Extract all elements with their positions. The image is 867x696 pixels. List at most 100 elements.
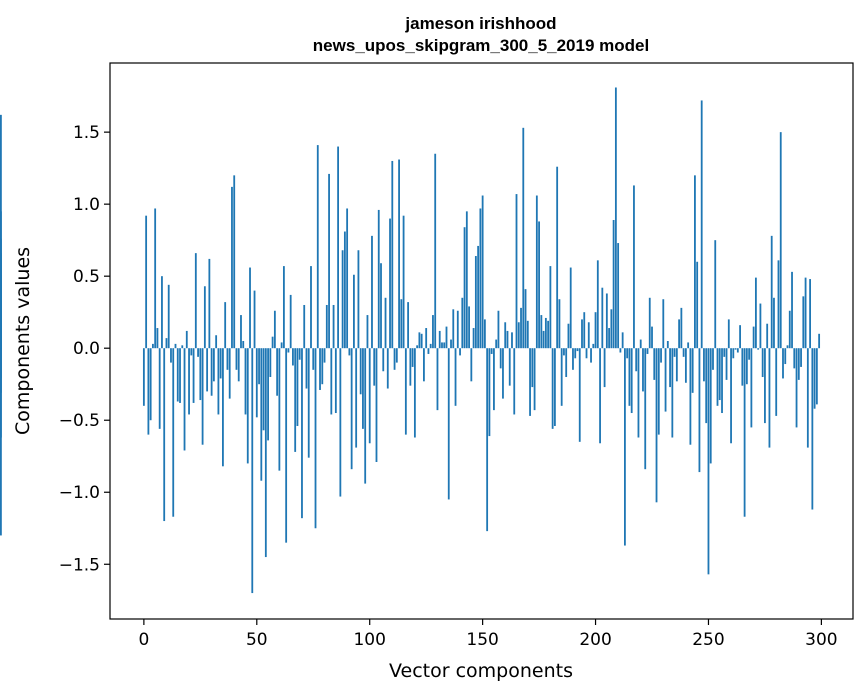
bar-211	[619, 348, 622, 353]
bar-179	[547, 320, 550, 349]
bar-170	[526, 320, 529, 349]
bar-5	[154, 208, 157, 349]
bar-2	[147, 348, 150, 435]
bar-257	[723, 348, 726, 357]
bar-23	[194, 253, 197, 349]
x-tick-label: 300	[805, 630, 837, 650]
bar-14	[174, 343, 177, 349]
bar-159	[502, 348, 504, 399]
bar-122	[418, 332, 421, 349]
bar-0	[142, 348, 145, 406]
bar-181	[551, 348, 554, 429]
bar-84	[332, 304, 335, 349]
bar-209	[614, 87, 617, 349]
bar-6	[156, 328, 159, 349]
bar-13	[172, 348, 175, 517]
bar-70	[301, 348, 303, 519]
bar-105	[380, 263, 382, 349]
bar-129	[434, 153, 437, 349]
bar-250	[707, 348, 710, 575]
bar-216	[630, 348, 633, 414]
bar-109	[389, 218, 391, 349]
bar-101	[371, 235, 373, 349]
bar-16	[179, 348, 181, 403]
bar-245	[696, 261, 699, 349]
bar-89	[343, 231, 346, 349]
bar-272	[757, 348, 760, 350]
bar-221	[642, 348, 644, 392]
bar-77	[316, 145, 319, 349]
bar-253	[714, 240, 717, 349]
bar-145	[470, 348, 473, 382]
bar-177	[542, 330, 545, 349]
bar-289	[795, 348, 798, 428]
bar-147	[474, 256, 477, 349]
bar-7	[158, 348, 161, 429]
bar-111	[393, 348, 396, 370]
bar-196	[585, 348, 588, 359]
bar-210	[617, 243, 620, 349]
x-axis: 0 50 100 150 200 250 300	[138, 619, 838, 650]
bar-64	[287, 348, 290, 353]
bar-12	[170, 348, 172, 363]
bar-266	[743, 348, 746, 517]
bar-172	[531, 348, 534, 388]
bar-38	[228, 348, 231, 399]
bar-270	[752, 326, 755, 349]
bar-74	[310, 266, 312, 349]
bar-130	[436, 348, 439, 411]
bar-136	[450, 339, 452, 349]
bar-162	[508, 348, 511, 386]
bar-231	[664, 348, 667, 412]
bar-166	[517, 322, 520, 349]
bar-24	[197, 348, 199, 357]
bar-15	[176, 348, 179, 402]
bar-283	[782, 348, 784, 379]
bar-244	[694, 175, 696, 349]
bar-45	[244, 348, 247, 415]
y-axis-label: Components values	[12, 247, 34, 435]
bar-49	[253, 290, 256, 349]
bar-243	[691, 348, 694, 393]
bar-121	[416, 345, 419, 349]
bar-90	[346, 208, 349, 349]
bar-98	[364, 348, 367, 484]
bar-167	[520, 307, 522, 349]
bar-56	[269, 348, 272, 378]
bar-284	[784, 348, 787, 365]
bar-110	[391, 160, 394, 349]
bar-143	[465, 211, 468, 349]
bar-292	[802, 296, 805, 349]
bar-225	[651, 326, 653, 349]
bar-201	[596, 260, 599, 349]
bar-187	[565, 348, 568, 378]
bar-106	[382, 348, 385, 372]
bar-152	[486, 348, 489, 532]
bar-132	[441, 342, 443, 349]
bar-83	[330, 348, 333, 415]
bar-59	[276, 348, 279, 396]
bar-232	[666, 341, 669, 349]
bar-44	[242, 341, 245, 349]
bar-137	[452, 309, 455, 349]
bar-212	[621, 332, 624, 349]
bar-82	[328, 173, 330, 349]
bar-76	[314, 348, 317, 529]
bar-299	[818, 333, 821, 349]
bar-165	[515, 194, 518, 349]
bar-169	[524, 289, 527, 349]
y-tick-label: 0.5	[73, 267, 100, 287]
bar-undefined	[0, 348, 2, 438]
bar-290	[797, 348, 800, 380]
bar-142	[463, 227, 466, 349]
bar-4	[152, 343, 154, 349]
bar-60	[278, 348, 281, 471]
bar-97	[362, 348, 364, 429]
bar-260	[730, 348, 732, 444]
bar-224	[648, 297, 651, 349]
bar-57	[271, 336, 274, 349]
x-tick-label: 250	[692, 630, 724, 650]
bar-123	[420, 333, 423, 349]
bar-107	[384, 297, 387, 349]
bar-188	[567, 323, 570, 349]
